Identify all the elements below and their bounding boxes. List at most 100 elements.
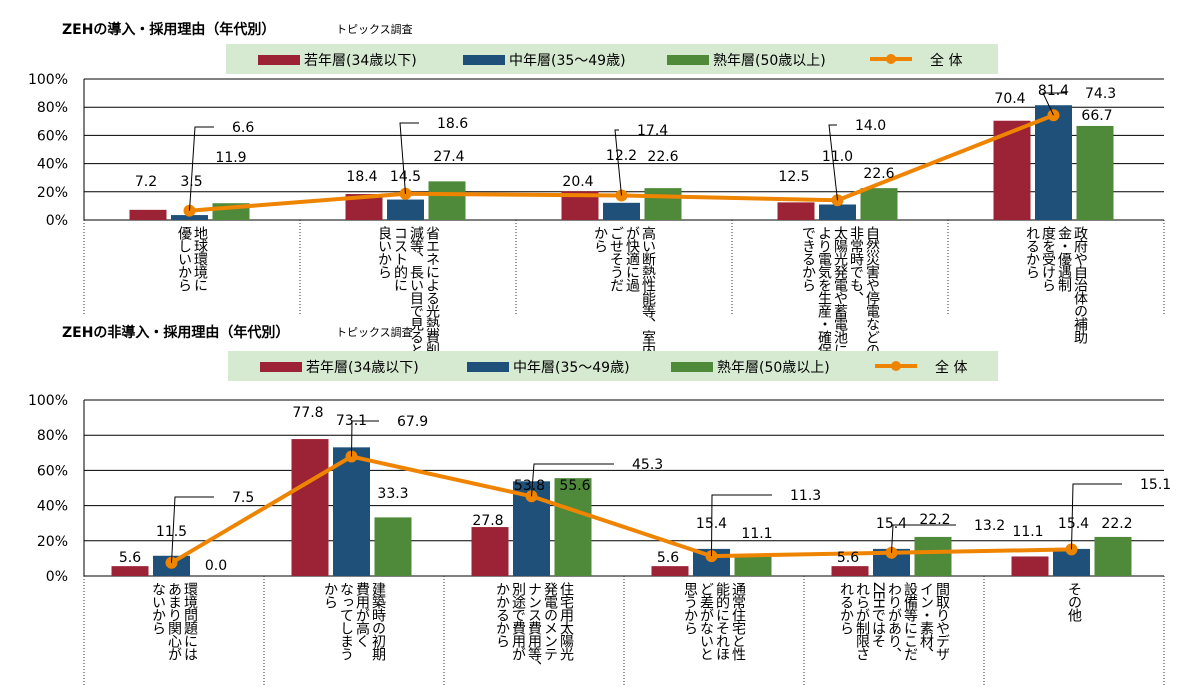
overall-line (170, 454, 1072, 565)
category-label-line: イン・素材、 (918, 582, 934, 660)
legend-swatch-2 (463, 55, 505, 65)
value-label-series3-cat1: 11.9 (215, 150, 246, 166)
bar-series1-cat6 (1011, 556, 1049, 576)
bar-series3-cat3 (644, 188, 682, 220)
y-tick-label: 80% (37, 100, 68, 116)
bar-series1-cat1 (129, 209, 167, 220)
value-label-series2-cat3: 53.8 (514, 478, 545, 494)
category-label-line: 自然災害や停電などの (864, 226, 880, 357)
legend-swatch-2 (467, 362, 509, 372)
category-label-line: 優しいから (176, 226, 192, 292)
overall-value-label-cat3: 17.4 (637, 123, 668, 139)
overall-value-label-cat3: 45.3 (632, 457, 663, 473)
legend-label-overall: 全 体 (930, 52, 962, 69)
value-label-series2-cat5: 15.4 (876, 516, 907, 532)
bar-series2-cat4 (819, 204, 856, 220)
legend-swatch-1 (258, 55, 300, 65)
overall-value-label-cat1: 7.5 (232, 490, 254, 506)
overall-value-label-cat2: 67.9 (397, 414, 428, 430)
overall-leader-cat2 (351, 420, 379, 457)
legend-box (228, 351, 998, 381)
legend-label-1: 若年層(34歳以下) (306, 360, 419, 376)
overall-leader-cat4 (711, 494, 772, 557)
value-label-series3-cat3: 55.6 (559, 478, 590, 494)
chart-title: ZEHの非導入・採用理由（年代別） (62, 324, 289, 341)
y-tick-label: 60% (37, 128, 68, 144)
category-label-line: れるから (838, 582, 854, 635)
bar-series1-cat4 (777, 202, 815, 220)
category-label-line: 高い断熱性能等、室内 (640, 225, 656, 358)
bar-series3-cat6 (1094, 536, 1132, 576)
category-label-line: なってしまう (338, 582, 354, 661)
category-label-line: コスト的に (392, 226, 408, 291)
legend: 若年層(34歳以下) 中年層(35～49歳) 熟年層(50歳以上) 全 体 (228, 351, 998, 381)
value-label-series1-cat2: 77.8 (292, 405, 323, 421)
bar-series1-cat3 (471, 527, 509, 576)
value-label-series2-cat1: 11.5 (156, 524, 187, 540)
legend-marker-overall (891, 361, 901, 371)
bar-series3-cat3 (554, 478, 592, 576)
legend-swatch-3 (671, 362, 713, 372)
category-label-line: 住宅用太陽光 (558, 582, 574, 662)
bar-series3-cat5 (1076, 125, 1114, 220)
chart-title: ZEHの導入・採用理由（年代別） (62, 21, 275, 38)
category-label-6: その他 (1066, 582, 1082, 623)
value-label-series3-cat5: 66.7 (1081, 108, 1112, 124)
category-label-line: 通常住宅と性 (730, 582, 746, 661)
legend-marker-overall (886, 54, 896, 64)
category-label-line: その他 (1066, 582, 1082, 623)
bar-series1-cat4 (651, 566, 689, 576)
category-label-line: ZEHではそ (870, 582, 886, 648)
category-label-line: 設備等にこだ (902, 582, 918, 661)
y-tick-label: 80% (37, 428, 68, 444)
category-label-line: ど差がないと (698, 582, 714, 660)
bar-series3-cat4 (734, 556, 772, 576)
y-tick-label: 0% (46, 213, 68, 229)
value-label-series1-cat1: 5.6 (119, 550, 141, 566)
category-label-line: れらが制限さ (854, 582, 870, 661)
category-label-line: わりがあり、 (886, 582, 902, 660)
bar-series3-cat5 (914, 536, 952, 576)
value-label-series3-cat2: 27.4 (433, 149, 464, 165)
value-label-series2-cat3: 12.2 (606, 148, 637, 164)
y-tick-label: 40% (37, 499, 68, 515)
overall-leader-cat1 (171, 496, 214, 563)
bar-series2-cat3 (603, 202, 640, 220)
value-label-series1-cat4: 12.5 (778, 169, 809, 185)
legend-swatch-1 (260, 362, 302, 372)
overall-leader-cat5 (1042, 92, 1067, 116)
legend: 若年層(34歳以下) 中年層(35～49歳) 熟年層(50歳以上) 全 体 (226, 44, 998, 74)
category-label-line: より電気を生産・確保 (816, 226, 832, 357)
category-label-line: ないから (150, 582, 166, 635)
category-label-line: 政府や自治体の補助 (1072, 226, 1088, 345)
category-label-line: かかるから (494, 582, 510, 648)
legend-label-2: 中年層(35～49歳) (509, 53, 626, 69)
bar-series3-cat4 (860, 188, 898, 220)
category-label-line: ナンス費用等、 (526, 582, 542, 673)
overall-value-label-cat4: 11.3 (790, 488, 821, 504)
bar-series2-cat5 (1035, 105, 1072, 220)
category-label-line: 環境問題には (182, 582, 198, 661)
overall-leader-cat4 (828, 124, 838, 201)
category-label-4: 自然災害や停電などの非常時でも、太陽光発電や蓄電池により電気を生産・確保できるか… (800, 226, 880, 357)
value-label-series1-cat4: 5.6 (657, 550, 679, 566)
value-label-series1-cat3: 20.4 (562, 174, 593, 190)
category-label-line: 建築時の初期 (370, 582, 386, 662)
legend-swatch-3 (667, 55, 709, 65)
value-label-series3-cat2: 33.3 (377, 486, 408, 502)
value-label-series1-cat5: 70.4 (994, 91, 1025, 107)
value-label-series2-cat2: 14.5 (390, 169, 421, 185)
category-label-line: 能的にそれほ (714, 582, 730, 661)
value-label-series3-cat4: 11.1 (741, 526, 772, 542)
value-label-series1-cat3: 27.8 (472, 513, 503, 529)
category-label-line: できるから (800, 226, 816, 292)
